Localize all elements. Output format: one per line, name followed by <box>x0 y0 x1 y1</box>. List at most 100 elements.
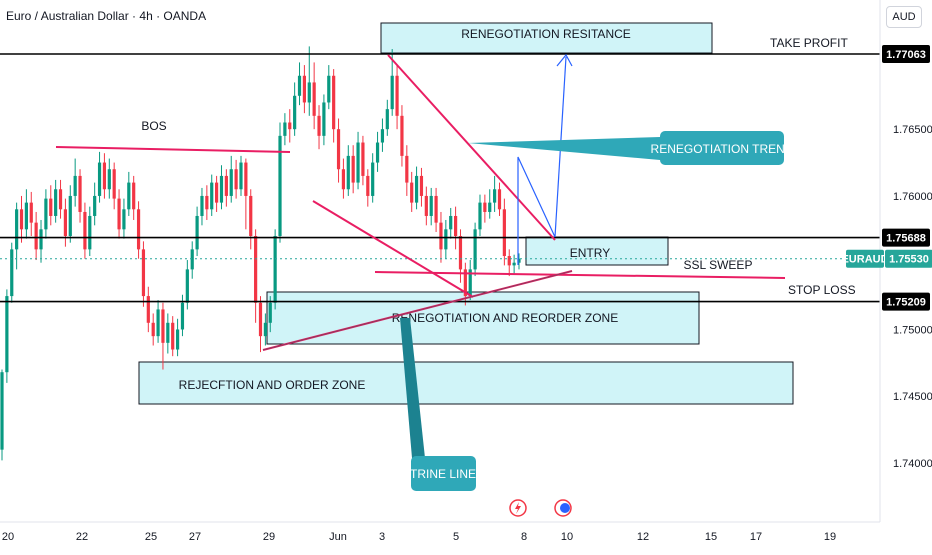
stop-loss-price-label: 1.75209 <box>886 297 926 309</box>
candle-body <box>224 175 228 196</box>
candle-body <box>171 322 175 350</box>
candle-body <box>434 195 438 223</box>
candle-body <box>341 169 346 190</box>
candle-body <box>419 175 424 196</box>
candle-body <box>327 75 331 103</box>
candle-body <box>385 109 389 130</box>
take-profit-price-label: 1.77063 <box>886 49 926 61</box>
candle-body <box>449 215 453 230</box>
candle-body <box>371 162 375 196</box>
ssl-sweep-line <box>374 271 786 279</box>
candle-body <box>414 175 419 203</box>
candle-body <box>356 142 360 183</box>
candle-body <box>93 195 97 216</box>
trine-callout-box <box>411 456 476 491</box>
candle-body <box>122 209 126 230</box>
candle-body <box>68 195 72 237</box>
candle-body <box>488 202 492 212</box>
rejection-order-zone <box>138 361 794 405</box>
candle-body <box>34 222 38 250</box>
candle-body <box>483 202 487 212</box>
candle-body <box>395 75 399 116</box>
candle-body <box>102 162 107 190</box>
time-tick-label: Jun <box>329 531 347 543</box>
price-tick-label: 1.74000 <box>893 458 932 470</box>
candle-body <box>463 269 467 297</box>
candle-body <box>258 302 263 337</box>
currency-button[interactable]: AUD <box>886 6 922 28</box>
renegotiation-callout-pointer <box>468 137 660 160</box>
candle-body <box>146 296 150 323</box>
time-tick-label: 19 <box>824 531 836 543</box>
candle-body <box>512 262 516 266</box>
renegotiation-resistance-zone <box>380 22 713 54</box>
price-axis[interactable]: 1.74000 1.74500 1.75000 1.76000 1.76500 1.770… <box>841 0 932 522</box>
candle-body <box>117 198 121 230</box>
candle-body <box>317 115 321 136</box>
candle-body <box>10 249 14 297</box>
candle-body <box>322 102 326 136</box>
candle-body <box>375 142 380 163</box>
candle-body <box>239 162 243 190</box>
candle-body <box>5 296 9 373</box>
entry-level-price-label: 1.75688 <box>886 233 926 245</box>
candle-body <box>88 215 92 250</box>
candle-body <box>254 236 258 303</box>
candle-body <box>366 175 370 196</box>
time-tick-label: 10 <box>561 531 573 543</box>
candle-body <box>151 322 155 337</box>
candle-body <box>78 175 82 212</box>
candle-body <box>234 169 238 190</box>
candle-body <box>444 229 448 250</box>
ssl-sweep-label: SSL SWEEP <box>684 258 753 272</box>
candle-body <box>200 195 204 216</box>
candle-body <box>136 209 141 250</box>
candle-body <box>302 75 306 103</box>
lower-trend-line <box>312 200 474 298</box>
candle-body <box>29 202 33 223</box>
renegotiation-resistance-zone-label: RENEGOTIATION RESITANCE <box>461 27 631 41</box>
candle-body <box>141 249 146 297</box>
candle-body <box>219 175 224 203</box>
candle-body <box>458 236 463 270</box>
candle-body <box>380 129 385 143</box>
candle-body <box>19 209 24 230</box>
candle-body <box>473 229 477 270</box>
candle-body <box>351 155 355 183</box>
candle-body <box>312 82 316 116</box>
projection-path <box>517 156 556 265</box>
candle-body <box>107 169 111 190</box>
candle-body <box>497 189 502 210</box>
time-axis[interactable]: 20 22 25 27 29 Jun 3 5 8 10 12 15 17 19 <box>0 521 880 543</box>
candle-body <box>439 222 443 250</box>
current-symbol-label: EURAUD <box>841 254 888 266</box>
candle-body <box>24 202 28 230</box>
time-tick-label: 20 <box>2 531 14 543</box>
candle-body <box>166 322 170 343</box>
price-tick-label: 1.75000 <box>893 324 932 336</box>
current-price-label: 1.75530 <box>889 254 929 266</box>
candle-body <box>273 236 277 303</box>
candle-body <box>112 169 116 199</box>
candle-body <box>161 309 165 343</box>
candle-body <box>54 189 58 216</box>
price-tick-label: 1.74500 <box>893 391 932 403</box>
candle-body <box>297 75 302 96</box>
candle-body <box>73 175 77 196</box>
candle-body <box>405 155 409 183</box>
candle-body <box>83 211 87 250</box>
candle-body <box>293 95 297 130</box>
projection-arrow-head <box>556 53 573 67</box>
candle-body <box>429 195 433 216</box>
candle-body <box>210 182 214 210</box>
candle-body <box>229 169 233 196</box>
candle-body <box>156 309 160 337</box>
candle-body <box>278 135 282 237</box>
time-tick-label: 5 <box>453 531 459 543</box>
candle-body <box>215 182 219 203</box>
candle-body <box>390 75 394 110</box>
candle-body <box>180 302 185 330</box>
entry-zone-label: ENTRY <box>570 246 610 260</box>
